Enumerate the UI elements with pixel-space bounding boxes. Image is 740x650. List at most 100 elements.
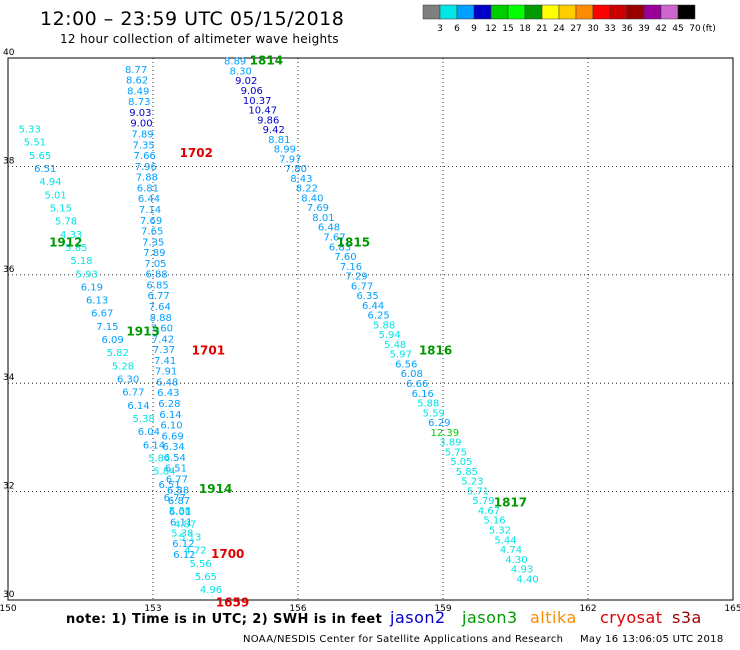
- wave-height-point: 5.93: [76, 269, 98, 280]
- wave-height-point: 5.44: [494, 535, 516, 546]
- pass-time-label: 1914: [199, 482, 232, 496]
- wave-height-point: 6.12: [173, 550, 195, 561]
- wave-height-point: 6.43: [157, 388, 179, 399]
- wave-height-point: 6.14: [143, 440, 165, 451]
- wave-height-point: 6.14: [127, 401, 149, 412]
- wave-height-point: 6.35: [356, 291, 378, 302]
- wave-height-point: 5.94: [379, 330, 401, 341]
- wave-height-point: 9.42: [263, 125, 285, 136]
- wave-height-point: 7.89: [143, 248, 165, 259]
- wave-height-point: 5.85: [65, 243, 87, 254]
- legend-label: 9: [471, 24, 477, 34]
- wave-height-point: 5.84: [148, 454, 170, 465]
- wave-height-point: 6.88: [145, 270, 167, 281]
- legend-label: 30: [587, 24, 599, 34]
- legend-unit: (ft): [702, 24, 716, 34]
- wave-height-point: 6.28: [158, 399, 180, 410]
- wave-height-point: 5.71: [467, 486, 489, 497]
- wave-height-point: 6.69: [161, 431, 183, 442]
- wave-height-point: 8.01: [312, 213, 334, 224]
- wave-height-point: 7.66: [134, 151, 156, 162]
- wave-height-point: 6.01: [169, 507, 191, 518]
- wave-height-point: 5.16: [483, 516, 505, 527]
- wave-height-point: 7.05: [144, 259, 166, 270]
- wave-height-point: 4.33: [60, 230, 82, 241]
- wave-height-point: 7.88: [136, 173, 158, 184]
- wave-height-point: 6.81: [137, 183, 159, 194]
- legend-label: 70: [689, 24, 701, 34]
- pass-time-label: 1659: [216, 596, 249, 610]
- wave-height-point: 6.48: [156, 377, 178, 388]
- wave-height-point: 5.97: [390, 350, 412, 361]
- wave-height-point: 6.10: [160, 421, 182, 432]
- legend-label: 36: [621, 24, 633, 34]
- wave-height-point: 6.51: [34, 164, 56, 175]
- wave-height-point: 5.82: [107, 348, 129, 359]
- wave-height-point: 9.00: [130, 119, 152, 130]
- legend-label: 45: [672, 24, 683, 34]
- wave-height-point: 5.84: [153, 467, 175, 478]
- wave-height-point: 6.44: [362, 301, 384, 312]
- wave-height-point: 5.51: [24, 138, 46, 149]
- wave-height-point: 4.96: [200, 585, 222, 596]
- wave-height-point: 6.29: [428, 418, 450, 429]
- wave-height-point: 4.30: [505, 555, 527, 566]
- wave-height-point: 7.97: [279, 154, 301, 165]
- wave-height-point: 5.15: [50, 203, 72, 214]
- wave-height-point: 6.16: [412, 389, 434, 400]
- wave-height-point: 6.77: [166, 474, 188, 485]
- wave-height-point: 5.59: [423, 408, 445, 419]
- wave-height-point: 6.83: [329, 242, 351, 253]
- wave-height-point: 6.67: [91, 309, 113, 320]
- y-tick-label: 30: [3, 590, 15, 600]
- legend-label: 42: [655, 24, 666, 34]
- wave-height-point: 7.67: [323, 233, 345, 244]
- wave-height-point: 8.43: [290, 174, 312, 185]
- wave-height-point: 6.09: [101, 335, 123, 346]
- wave-height-point: 6.14: [159, 410, 181, 421]
- pass-time-label: 1816: [419, 344, 452, 358]
- x-tick-label: 156: [289, 604, 306, 614]
- wave-height-point: 6.25: [367, 311, 389, 322]
- wave-height-point: 5.85: [456, 467, 478, 478]
- wave-height-point: 10.47: [248, 106, 277, 117]
- legend-label: 39: [638, 24, 650, 34]
- wave-height-point: 6.48: [318, 223, 340, 234]
- wave-height-point: 7.35: [132, 140, 154, 151]
- wave-height-point: 8.73: [128, 97, 150, 108]
- wave-height-point: 8.77: [125, 65, 147, 76]
- legend-cryosat: cryosat: [600, 608, 663, 627]
- wave-height-point: 5.65: [195, 572, 217, 583]
- wave-height-point: 5.01: [45, 190, 67, 201]
- wave-height-point: 7.60: [334, 252, 356, 263]
- wave-height-point: 9.02: [235, 76, 257, 87]
- legend-label: 27: [570, 24, 581, 34]
- wave-height-point: 5.38: [133, 414, 155, 425]
- wave-height-point: 8.49: [127, 86, 149, 97]
- wave-height-point: 7.16: [340, 262, 362, 273]
- wave-height-point: 5.05: [450, 457, 472, 468]
- x-tick-label: 153: [144, 604, 161, 614]
- x-tick-label: 162: [579, 604, 596, 614]
- wave-height-point: 6.30: [117, 375, 139, 386]
- wave-height-point: 7.42: [152, 334, 174, 345]
- wave-height-point: 4.74: [500, 545, 522, 556]
- wave-height-point: 6.13: [86, 296, 108, 307]
- wave-height-point: 3.89: [439, 438, 461, 449]
- wave-height-point: 5.78: [55, 217, 77, 228]
- wave-height-point: 7.37: [153, 345, 175, 356]
- legend-label: 3: [437, 24, 443, 34]
- wave-height-point: 9.06: [241, 86, 263, 97]
- x-tick-label: 150: [0, 604, 17, 614]
- wave-height-point: 6.85: [146, 280, 168, 291]
- wave-height-point: 7.41: [154, 356, 176, 367]
- y-tick-label: 32: [3, 482, 14, 492]
- wave-height-point: 5.75: [445, 447, 467, 458]
- wave-height-point: 8.99: [274, 145, 296, 156]
- wave-height-point: 6.12: [172, 539, 194, 550]
- wave-height-point: 4.94: [39, 177, 61, 188]
- y-tick-label: 34: [3, 373, 15, 383]
- legend-jason2: jason2: [390, 608, 446, 627]
- chart-title: 12:00 – 23:59 UTC 05/15/2018: [40, 8, 345, 30]
- wave-height-point: 9.03: [129, 108, 151, 119]
